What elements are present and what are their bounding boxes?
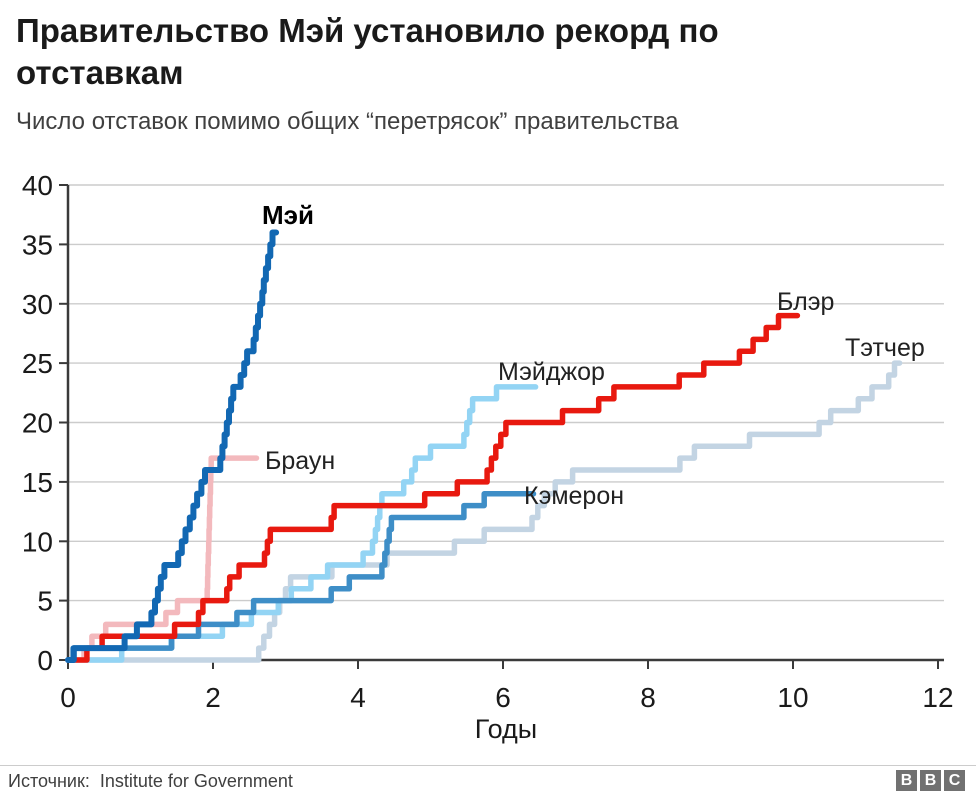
bbc-logo-letter: C (944, 770, 965, 791)
series-line-brown (73, 455, 260, 663)
bbc-logo-letter: B (896, 770, 917, 791)
series-label-major: Мэйджор (498, 358, 605, 386)
bbc-logo-letter: B (920, 770, 941, 791)
x-tick-label-4: 4 (350, 682, 366, 713)
series-label-cameron: Кэмерон (524, 482, 624, 510)
series-line-blair (65, 312, 801, 663)
series-label-thatcher: Тэтчер (845, 334, 925, 362)
y-tick-label-15: 15 (22, 467, 53, 498)
series-label-may: Мэй (262, 200, 314, 230)
series-line-major (65, 384, 539, 663)
series-line-cameron (65, 491, 537, 663)
y-tick-label-40: 40 (22, 170, 53, 201)
y-tick-label-5: 5 (37, 586, 53, 617)
y-tick-label-30: 30 (22, 289, 53, 320)
page-title-line1: Правительство Мэй установило рекорд по (16, 12, 719, 49)
x-tick-label-8: 8 (640, 682, 656, 713)
series-line-may (65, 229, 280, 663)
x-tick-label-2: 2 (205, 682, 221, 713)
source-line: Источник: Institute for Government (8, 771, 293, 792)
series-label-brown: Браун (265, 447, 335, 475)
y-tick-label-35: 35 (22, 229, 53, 260)
y-tick-label-0: 0 (37, 645, 53, 676)
y-tick-label-25: 25 (22, 348, 53, 379)
series-label-blair: Блэр (777, 288, 834, 316)
x-axis-title: Годы (475, 714, 537, 744)
page-title-line2: отставкам (16, 54, 184, 91)
x-tick-label-10: 10 (777, 682, 808, 713)
x-tick-label-6: 6 (495, 682, 511, 713)
footer-divider (0, 765, 976, 766)
y-tick-label-10: 10 (22, 526, 53, 557)
source-value: Institute for Government (99, 771, 293, 791)
page-subtitle: Число отставок помимо общих “перетрясок”… (16, 108, 679, 135)
page-title: Правительство Мэй установило рекорд по о… (16, 10, 936, 94)
bbc-logo: B B C (896, 770, 965, 791)
x-tick-label-0: 0 (60, 682, 76, 713)
x-tick-label-12: 12 (922, 682, 953, 713)
y-tick-label-20: 20 (22, 408, 53, 439)
source-label: Источник: (8, 771, 90, 791)
